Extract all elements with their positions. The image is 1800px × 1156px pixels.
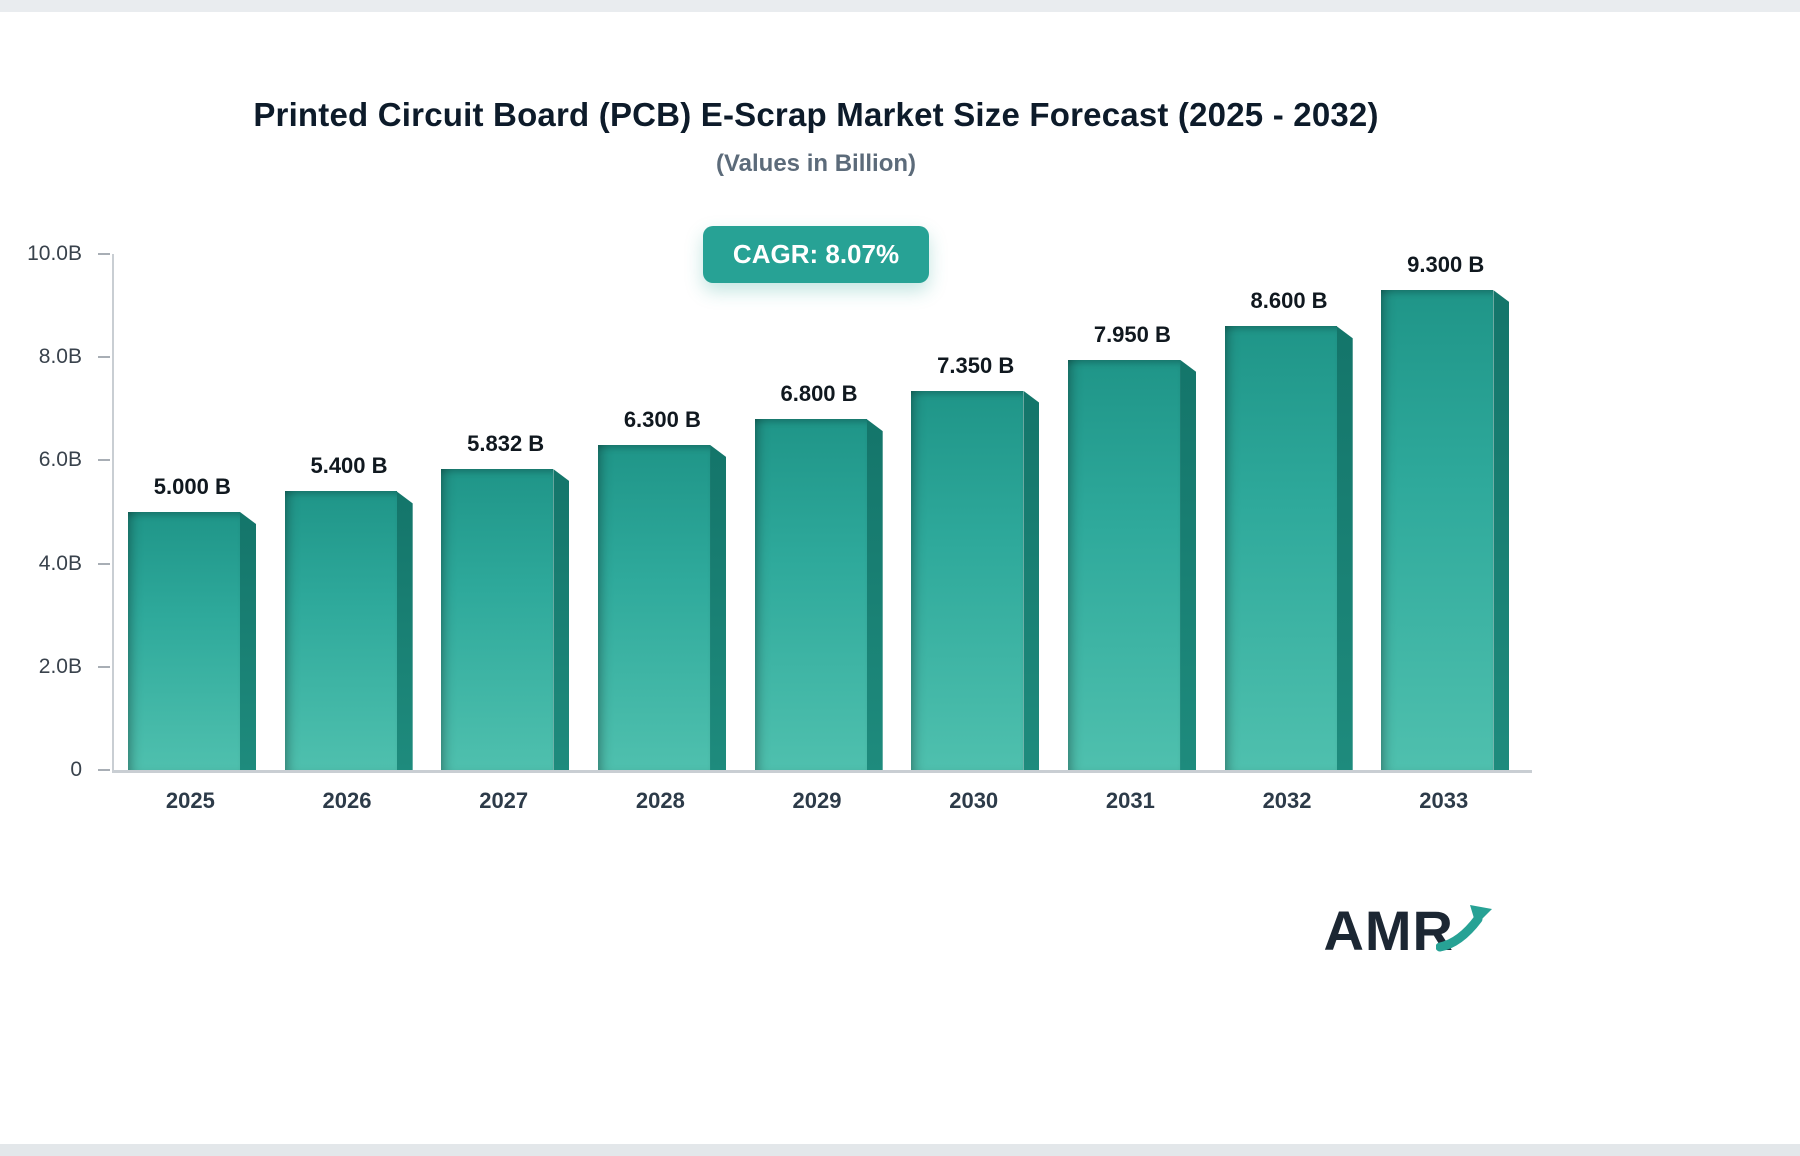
y-axis-tick [98,459,110,462]
bar-value-label: 5.000 B [153,474,231,499]
x-axis-label: 2032 [1262,788,1312,813]
x-axis-line [112,770,1532,773]
x-axis-label: 2028 [635,788,685,813]
bar-value-label: 7.350 B [937,352,1015,378]
bar-slot: 7.950 B [1054,254,1211,770]
amr-logo[interactable]: AMR [1323,898,1494,963]
chart-header: Printed Circuit Board (PCB) E-Scrap Mark… [112,96,1520,178]
bar-2030[interactable] [911,390,1040,770]
bar-slot: 9.300 B [1367,252,1524,770]
bottom-edge-strip [0,1144,1800,1156]
bar-slot: 7.350 B [897,254,1054,770]
bar-side-face [240,512,256,770]
bar-slot: 8.600 B [1211,254,1368,770]
bars-container: 5.000 B 5.400 B 5.832 B 6.300 B 6.800 B 7.350… [114,252,1524,770]
bar-2029[interactable] [754,419,883,770]
bar-side-face [1336,326,1353,770]
chart-subtitle: (Values in Billion) [715,150,917,177]
y-axis-tick [98,253,110,255]
x-axis-label: 2031 [1105,788,1155,813]
x-axis-label: 2026 [322,788,372,813]
y-axis: 10.0B 8.0B 6.0B 4.0B 2.0B 0 [0,242,112,781]
bar-slot: 5.832 B [427,254,584,770]
logo-arrow-icon [1436,904,1492,951]
y-axis-label: 10.0B [27,242,82,265]
bar-2028[interactable] [598,444,727,770]
plot-area: 5.000 B 5.400 B 5.832 B 6.300 B 6.800 B 7.350… [112,252,1532,773]
bar-side-face [1023,390,1040,770]
chart-title: Printed Circuit Board (PCB) E-Scrap Mark… [253,96,1379,133]
bar-value-label: 8.600 B [1250,288,1328,314]
y-axis-label: 4.0B [38,551,82,575]
bar-side-face [553,469,570,770]
y-axis-tick [98,356,110,359]
bar-2027[interactable] [441,469,570,770]
bar-value-label: 7.950 B [1093,321,1171,347]
y-axis-label: 2.0B [38,654,82,678]
bar-2032[interactable] [1224,326,1353,770]
y-axis-tick [98,562,110,565]
bar-side-face [866,419,883,770]
bar-2033[interactable] [1381,290,1510,770]
bar-side-face [1493,290,1510,770]
bar-value-label: 5.832 B [467,431,545,457]
bar-side-face [396,491,413,770]
bar-value-label: 6.800 B [780,381,858,407]
x-axis-label: 2033 [1419,788,1469,813]
bar-slot: 6.300 B [584,254,741,770]
x-axis-label: 2027 [479,788,529,813]
y-axis-label: 8.0B [38,345,82,369]
bar-2031[interactable] [1068,359,1197,770]
y-axis-label: 0 [70,758,82,781]
y-axis-tick [98,769,110,771]
x-axis-label: 2030 [949,788,999,813]
bar-value-label: 6.300 B [623,406,701,432]
bar-slot: 5.400 B [271,254,428,770]
y-axis-tick [98,665,110,668]
top-edge-strip [0,0,1800,12]
cagr-badge: CAGR: 8.07% [702,226,930,283]
bar-side-face [1180,359,1197,770]
cagr-badge-row: CAGR: 8.07% [112,226,1520,283]
bar-slot: 5.000 B [114,254,271,770]
bar-slot: 6.800 B [741,254,898,770]
x-axis-labels: 2025 2026 2027 2028 2029 2030 2031 2032 2033 [112,788,1522,814]
bar-value-label: 5.400 B [310,453,388,479]
y-axis-label: 6.0B [38,448,82,472]
logo-text: AMR [1323,899,1454,962]
bar-side-face [710,444,727,770]
x-axis-label: 2025 [165,788,215,813]
bar-value-label: 9.300 B [1407,252,1485,278]
x-axis-label: 2029 [792,788,842,813]
bar-2025[interactable] [128,512,256,770]
bar-2026[interactable] [284,491,413,770]
